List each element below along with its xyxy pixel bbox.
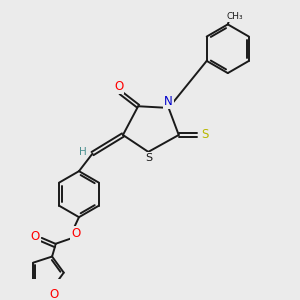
Text: O: O [49,288,58,300]
Text: CH₃: CH₃ [227,12,244,21]
Text: O: O [114,80,124,93]
Text: N: N [164,95,173,108]
Text: H: H [79,147,87,157]
Text: S: S [201,128,208,142]
Text: O: O [30,230,40,243]
Text: O: O [71,226,80,240]
Text: S: S [146,153,152,163]
